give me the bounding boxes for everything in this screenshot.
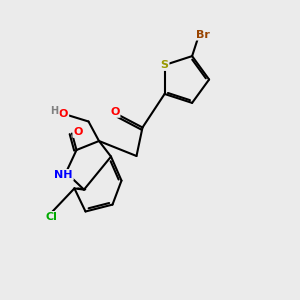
Text: NH: NH — [54, 170, 73, 180]
Text: Br: Br — [196, 30, 210, 40]
Text: O: O — [73, 127, 83, 137]
Text: O: O — [110, 107, 120, 117]
Text: Cl: Cl — [45, 212, 57, 222]
Text: H: H — [50, 106, 59, 116]
Text: O: O — [59, 109, 68, 119]
Text: S: S — [160, 60, 169, 70]
